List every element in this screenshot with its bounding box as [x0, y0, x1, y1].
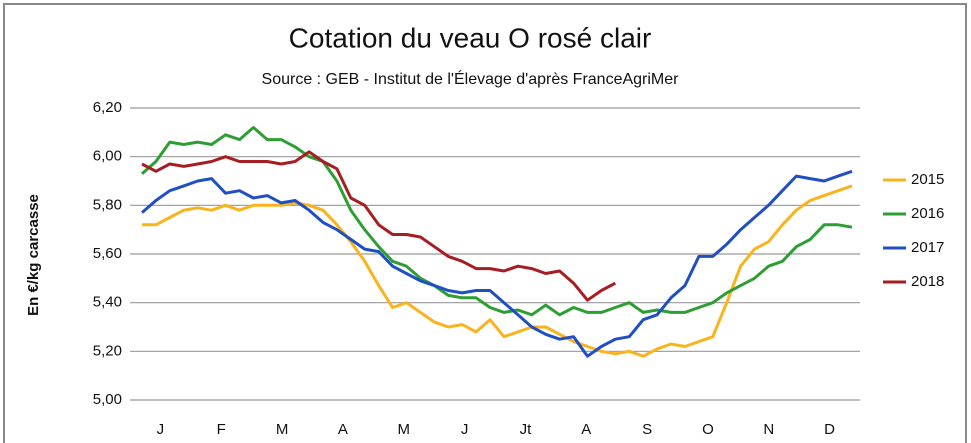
- series-line: [142, 184, 853, 358]
- y-tick-label: 5,20: [93, 342, 122, 359]
- legend-label: 2015: [911, 171, 944, 188]
- x-tick-label: N: [763, 421, 774, 438]
- chart-subtitle: Source : GEB - Institut de l'Élevage d'a…: [262, 69, 680, 88]
- legend-label: 2017: [911, 239, 944, 256]
- x-tick-label: M: [276, 421, 289, 438]
- x-tick-label: A: [581, 421, 591, 438]
- y-tick-label: 6,00: [93, 148, 122, 165]
- x-tick-label: J: [461, 421, 469, 438]
- y-tick-label: 5,40: [93, 294, 122, 311]
- x-tick-label: O: [702, 421, 714, 438]
- x-tick-label: M: [398, 421, 411, 438]
- series-line: [141, 126, 853, 317]
- legend-label: 2016: [911, 205, 944, 222]
- x-tick-label: S: [642, 421, 652, 438]
- y-tick-label: 6,20: [93, 99, 122, 116]
- legend-label: 2018: [911, 273, 944, 290]
- x-tick-label: J: [157, 421, 165, 438]
- frame: [3, 3, 967, 443]
- y-tick-label: 5,60: [93, 245, 122, 262]
- y-tick-label: 5,80: [93, 196, 122, 213]
- x-tick-label: F: [217, 421, 226, 438]
- x-tick-label: Jt: [520, 421, 533, 438]
- x-tick-label: D: [824, 421, 835, 438]
- series-line: [141, 150, 616, 302]
- y-axis-label: En €/kg carcasse: [25, 194, 42, 316]
- series-line: [141, 169, 853, 358]
- y-tick-label: 5,00: [93, 391, 122, 408]
- x-tick-label: A: [338, 421, 348, 438]
- chart-title: Cotation du veau O rosé clair: [289, 22, 652, 53]
